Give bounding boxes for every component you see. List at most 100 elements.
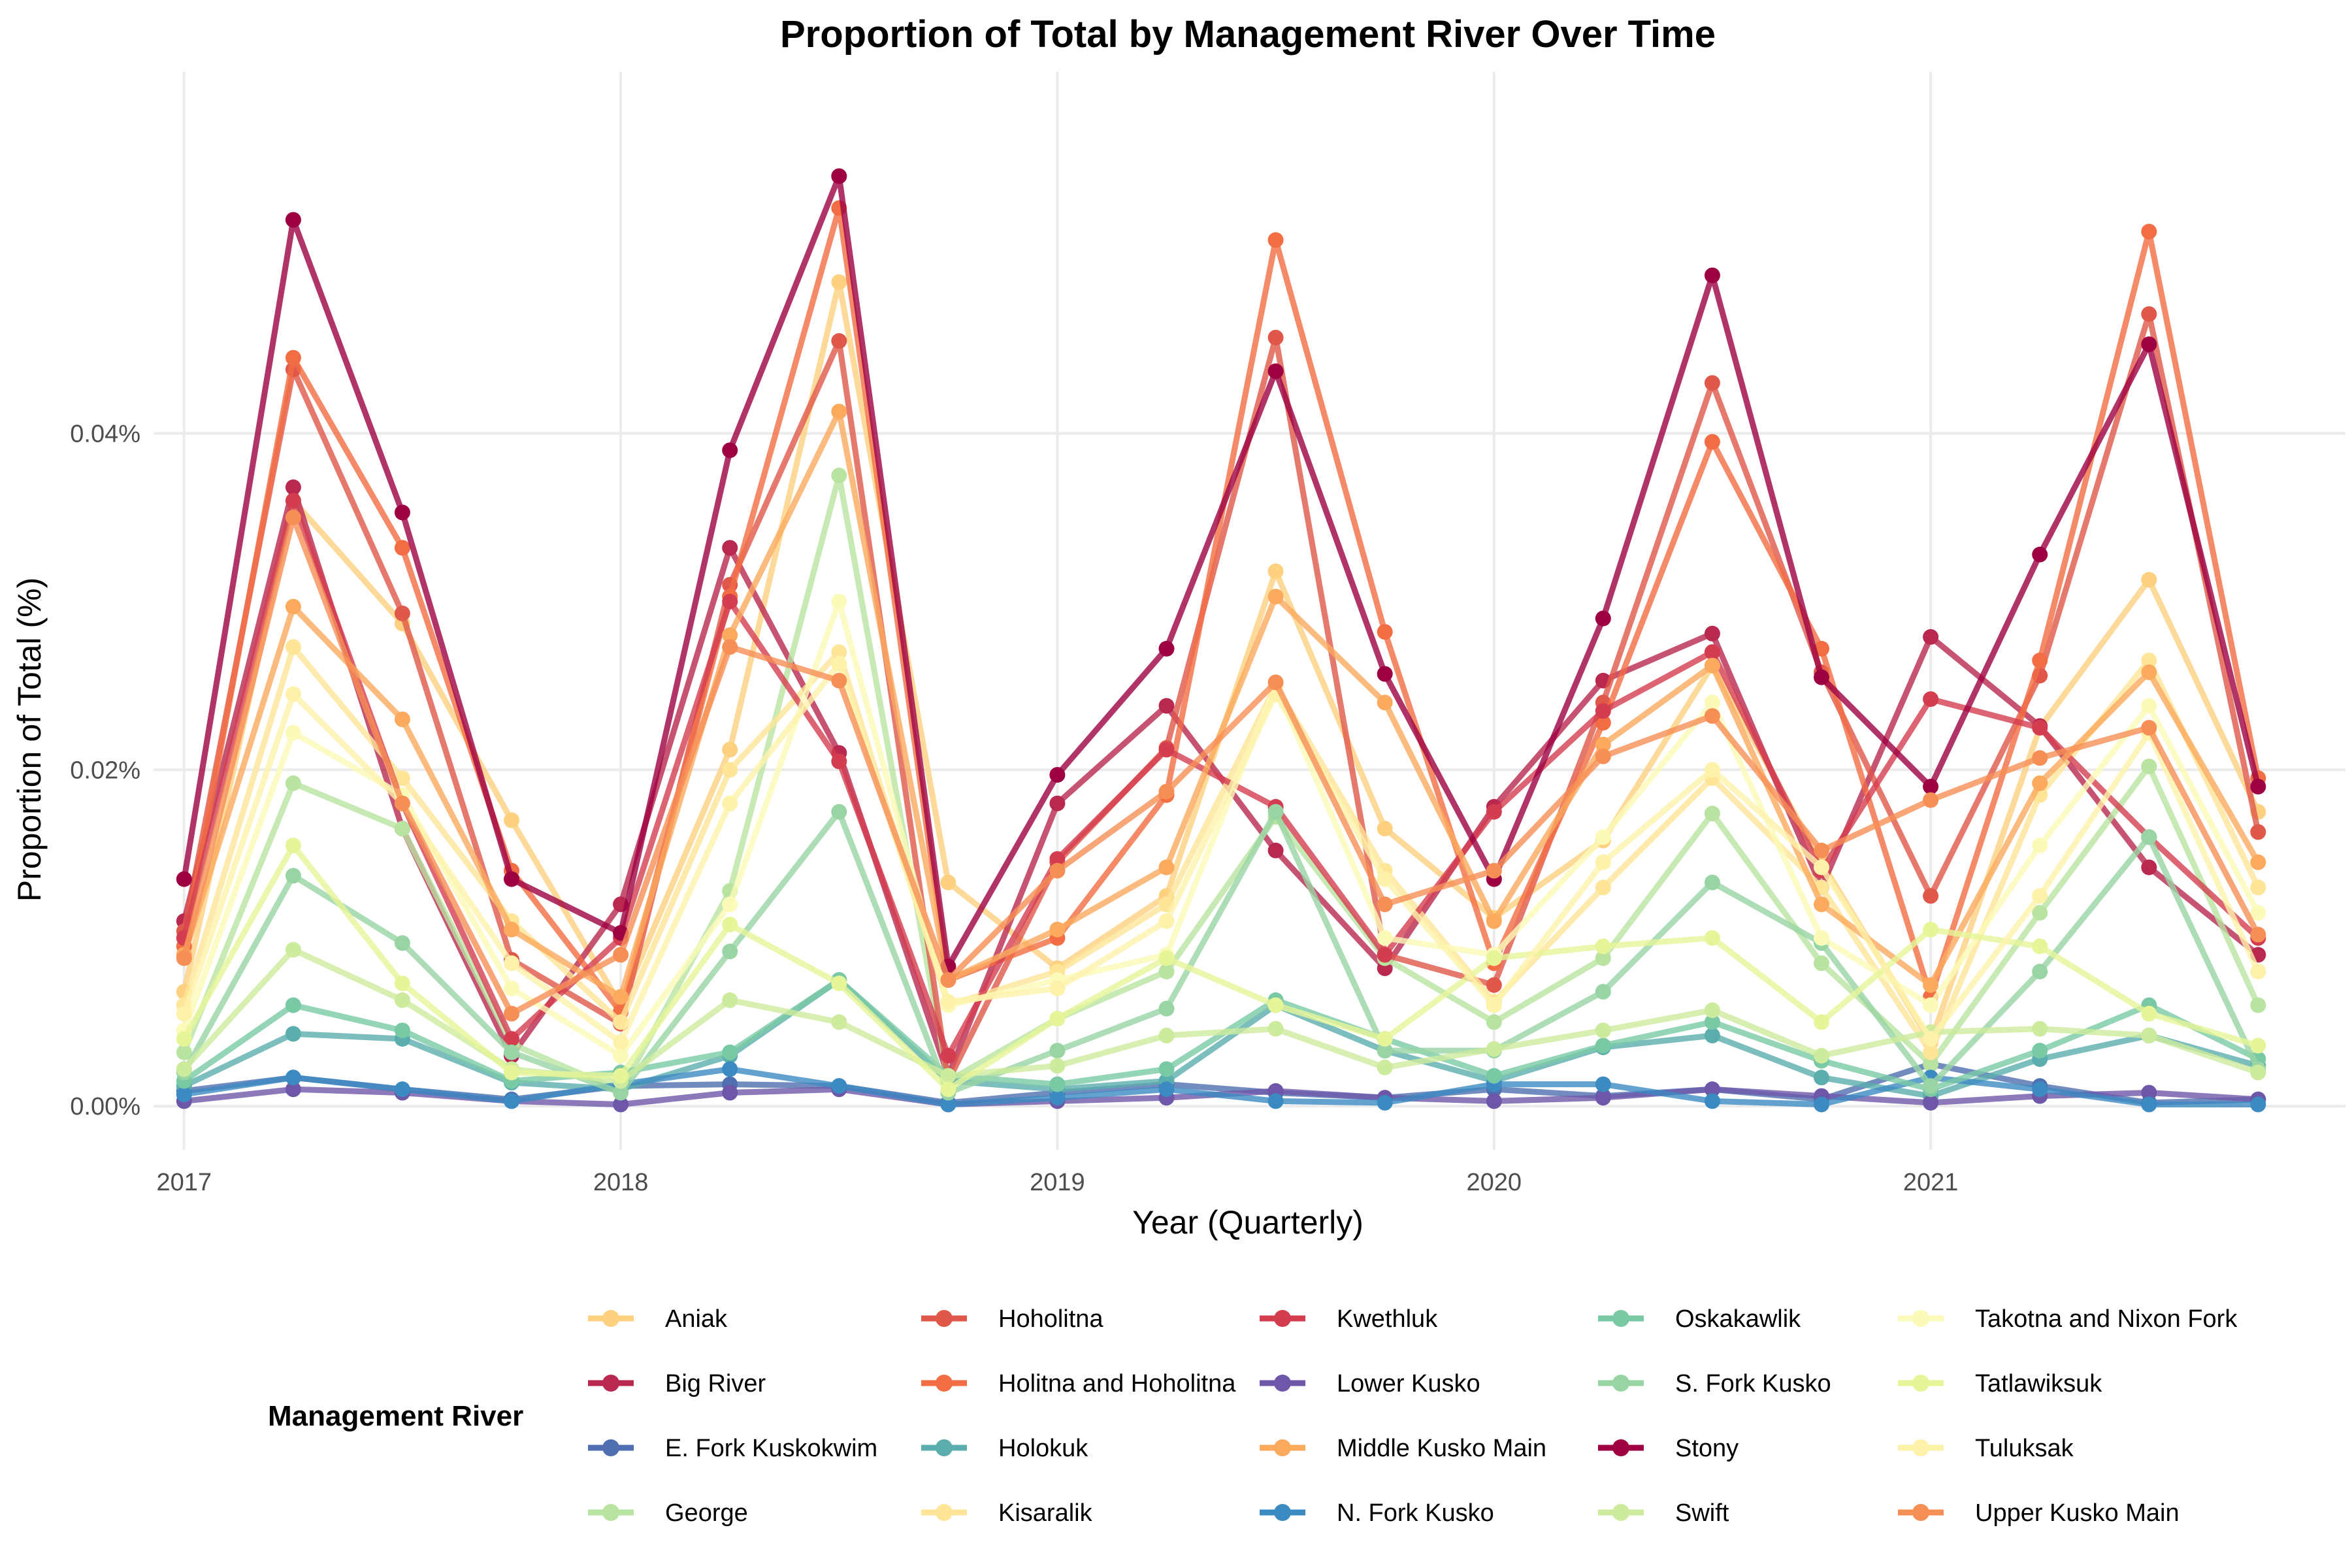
data-point-takotna-and-nixon-fork-14 — [1704, 694, 1720, 711]
series-line-middle-kusko-main — [181, 408, 2261, 1000]
legend-label-middle-kusko-main: Middle Kusko Main — [1337, 1435, 1546, 1462]
data-point-takotna-and-nixon-fork-16 — [1923, 997, 1939, 1013]
series-george — [176, 467, 2266, 1099]
axis-ticks: 2017 2018 2019 2020 2021 0.00% 0.02% 0.04% — [70, 420, 1958, 1196]
data-point-tatlawiksuk-8 — [1049, 1011, 1066, 1027]
series-line-upper-kusko-main — [181, 514, 2261, 1017]
legend-label-tatlawiksuk: Tatlawiksuk — [1975, 1370, 2102, 1397]
series-line-tatlawiksuk — [181, 842, 2261, 1092]
data-point-stony-6 — [831, 168, 847, 184]
data-point-holitna-and-hoholitna-11 — [1377, 624, 1393, 640]
data-point-n-fork-kusko-7 — [940, 1096, 956, 1113]
legend-label-lower-kusko: Lower Kusko — [1337, 1370, 1480, 1397]
data-point-swift-9 — [1158, 1028, 1175, 1043]
data-point-aniak-5 — [722, 742, 738, 758]
data-point-takotna-and-nixon-fork-6 — [831, 593, 847, 610]
data-point-swift-5 — [722, 992, 738, 1008]
legend-swatch-point-n-fork-kusko — [1274, 1504, 1291, 1521]
legend-swatch-point-swift — [1612, 1504, 1629, 1521]
data-point-n-fork-kusko-14 — [1704, 1093, 1720, 1109]
data-point-stony-5 — [722, 442, 738, 459]
data-point-tuluksak-0 — [176, 1005, 192, 1022]
data-point-upper-kusko-main-0 — [176, 950, 192, 966]
legend-label-aniak: Aniak — [665, 1305, 728, 1333]
legend-item-hoholitna: Hoholitna — [921, 1305, 1103, 1333]
legend-item-n-fork-kusko: N. Fork Kusko — [1260, 1499, 1494, 1527]
series-line-stony — [181, 173, 2261, 970]
data-point-stony-2 — [394, 504, 410, 521]
series-line-george — [181, 472, 2261, 1094]
series-line-tuluksak — [181, 661, 2261, 1045]
data-point-holokuk-14 — [1704, 1028, 1720, 1043]
data-point-george-13 — [1595, 950, 1611, 966]
data-point-holokuk-1 — [285, 1026, 301, 1042]
legend-swatch-point-tatlawiksuk — [1912, 1375, 1929, 1392]
data-point-kwethluk-3 — [504, 1031, 519, 1047]
data-point-oskakawlik-13 — [1595, 1037, 1611, 1054]
data-point-big-river-18 — [2141, 859, 2157, 875]
data-point-middle-kusko-main-5 — [722, 627, 738, 644]
data-point-n-fork-kusko-3 — [504, 1093, 519, 1109]
data-point-middle-kusko-main-3 — [504, 921, 519, 938]
legend-item-big-river: Big River — [588, 1370, 766, 1397]
data-point-swift-11 — [1377, 1059, 1393, 1075]
data-point-tuluksak-15 — [1814, 859, 1829, 875]
data-point-stony-17 — [2032, 546, 2048, 563]
data-point-swift-18 — [2141, 1028, 2157, 1043]
data-point-swift-7 — [940, 1068, 956, 1084]
data-point-tatlawiksuk-6 — [831, 975, 847, 992]
data-point-lower-kusko-12 — [1486, 1093, 1502, 1109]
legend-item-lower-kusko: Lower Kusko — [1260, 1370, 1480, 1397]
data-point-swift-6 — [831, 1014, 847, 1030]
data-point-middle-kusko-main-1 — [285, 598, 301, 615]
data-point-upper-kusko-main-19 — [2250, 926, 2266, 943]
legend-item-holokuk: Holokuk — [921, 1435, 1088, 1462]
data-point-stony-19 — [2250, 779, 2266, 794]
data-point-upper-kusko-main-1 — [285, 510, 301, 526]
data-point-big-river-9 — [1158, 698, 1175, 714]
data-point-tatlawiksuk-18 — [2141, 1005, 2157, 1022]
data-point-upper-kusko-main-6 — [831, 672, 847, 689]
data-point-kwethluk-14 — [1704, 644, 1720, 661]
data-point-kisaralik-1 — [285, 639, 301, 655]
legend-item-aniak: Aniak — [588, 1305, 728, 1333]
data-point-big-river-10 — [1267, 842, 1284, 858]
legend-label-swift: Swift — [1675, 1499, 1729, 1527]
data-point-upper-kusko-main-4 — [613, 947, 629, 963]
data-point-kwethluk-1 — [285, 493, 301, 509]
data-point-middle-kusko-main-18 — [2141, 664, 2157, 680]
data-point-tuluksak-7 — [940, 994, 956, 1010]
data-point-middle-kusko-main-10 — [1267, 589, 1284, 605]
data-point-tatlawiksuk-15 — [1814, 1014, 1829, 1030]
data-point-takotna-and-nixon-fork-3 — [504, 980, 519, 996]
x-tick-label-2020: 2020 — [1466, 1169, 1522, 1196]
x-tick-label-2018: 2018 — [593, 1169, 649, 1196]
data-point-tuluksak-9 — [1158, 913, 1175, 929]
series-stony — [176, 168, 2266, 975]
series-line-holokuk — [181, 977, 2261, 1100]
data-point-tatlawiksuk-14 — [1704, 930, 1720, 946]
data-point-lower-kusko-13 — [1595, 1090, 1611, 1106]
legend-swatch-point-e-fork-kuskokwim — [602, 1439, 619, 1456]
data-point-oskakawlik-12 — [1486, 1068, 1502, 1084]
data-point-s-fork-kusko-14 — [1704, 874, 1720, 890]
data-point-tuluksak-6 — [831, 656, 847, 672]
data-point-kisaralik-6 — [831, 644, 847, 661]
data-point-kwethluk-5 — [722, 593, 738, 610]
data-point-s-fork-kusko-6 — [831, 804, 847, 820]
data-point-takotna-and-nixon-fork-5 — [722, 896, 738, 913]
data-point-tuluksak-4 — [613, 1034, 629, 1051]
data-point-s-fork-kusko-18 — [2141, 829, 2157, 845]
legend-item-swift: Swift — [1598, 1499, 1729, 1527]
data-point-s-fork-kusko-13 — [1595, 984, 1611, 1000]
data-point-big-river-16 — [1923, 629, 1939, 645]
data-point-n-fork-kusko-2 — [394, 1081, 410, 1098]
data-point-tatlawiksuk-4 — [613, 1068, 629, 1084]
data-point-holitna-and-hoholitna-1 — [285, 350, 301, 366]
data-point-oskakawlik-2 — [394, 1022, 410, 1039]
legend-item-tuluksak: Tuluksak — [1898, 1435, 2074, 1462]
data-point-hoholitna-19 — [2250, 824, 2266, 840]
data-point-aniak-18 — [2141, 572, 2157, 588]
data-point-takotna-and-nixon-fork-15 — [1814, 930, 1829, 946]
